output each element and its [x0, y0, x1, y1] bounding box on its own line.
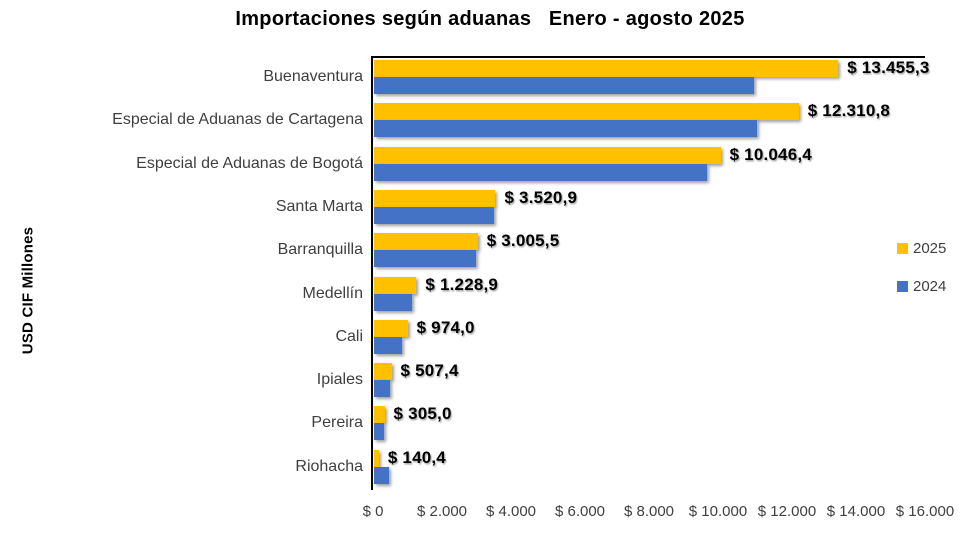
plot-top-border	[371, 56, 925, 58]
value-label: $ 140,4	[387, 447, 446, 467]
value-label: $ 3.005,5	[486, 231, 560, 251]
category-label: Santa Marta	[275, 197, 363, 215]
value-label: $ 1.228,9	[425, 274, 499, 294]
x-tick-label: $ 6.000	[554, 503, 606, 520]
bar-2025	[374, 406, 385, 424]
category-label: Pereira	[311, 414, 363, 432]
bar-2024	[374, 206, 495, 224]
x-tick-label: $ 12.000	[757, 503, 817, 520]
bar-2024	[374, 250, 476, 268]
legend: 2025 2024	[897, 240, 946, 316]
x-tick-label: $ 2.000	[416, 503, 468, 520]
x-tick-label: $ 16.000	[895, 503, 955, 520]
bar-2025	[374, 363, 392, 381]
legend-label: 2025	[913, 240, 947, 257]
value-label: $ 10.046,4	[729, 144, 812, 164]
category-label: Ipiales	[316, 371, 363, 389]
category-label: Barranquilla	[277, 241, 363, 259]
value-label: $ 3.520,9	[504, 187, 578, 207]
x-tick-label: $ 10.000	[688, 503, 748, 520]
category-label: Especial de Aduanas de Cartagena	[112, 111, 363, 129]
bar-2024	[374, 336, 402, 354]
legend-item-2025: 2025	[897, 240, 946, 257]
x-tick-label: $ 0	[362, 503, 384, 520]
legend-swatch-2025	[897, 243, 908, 254]
category-label: Medellín	[302, 284, 363, 302]
chart-title: Importaciones según aduanas Enero - agos…	[235, 8, 745, 30]
bar-2025	[374, 60, 839, 77]
bar-2024	[374, 380, 390, 398]
x-tick-label: $ 8.000	[623, 503, 675, 520]
x-tick-label: $ 4.000	[485, 503, 537, 520]
bar-2025	[374, 276, 417, 294]
category-label: Riohacha	[295, 457, 363, 475]
legend-item-2024: 2024	[897, 278, 946, 295]
bar-2025	[374, 319, 408, 337]
bar-2024	[374, 163, 707, 181]
value-label: $ 305,0	[393, 404, 452, 424]
bar-2024	[374, 77, 754, 94]
bar-2025	[374, 189, 496, 207]
bar-2025	[374, 146, 721, 164]
legend-label: 2024	[913, 278, 947, 295]
bar-2024	[374, 293, 412, 311]
category-label: Cali	[335, 327, 363, 345]
bar-2024	[374, 466, 389, 484]
value-label: $ 974,0	[416, 317, 475, 337]
legend-swatch-2024	[897, 281, 908, 292]
x-tick-label: $ 14.000	[826, 503, 886, 520]
value-label: $ 507,4	[400, 361, 459, 381]
bar-2025	[374, 449, 379, 467]
bar-2024	[374, 423, 385, 441]
bar-2024	[374, 120, 757, 138]
bar-2025	[374, 103, 799, 121]
bar-2025	[374, 233, 478, 251]
category-label: Especial de Aduanas de Bogotá	[136, 154, 363, 172]
y-axis-line	[371, 56, 373, 490]
value-label: $ 13.455,3	[847, 58, 930, 77]
value-label: $ 12.310,8	[807, 101, 891, 121]
category-label: Buenaventura	[263, 68, 363, 85]
